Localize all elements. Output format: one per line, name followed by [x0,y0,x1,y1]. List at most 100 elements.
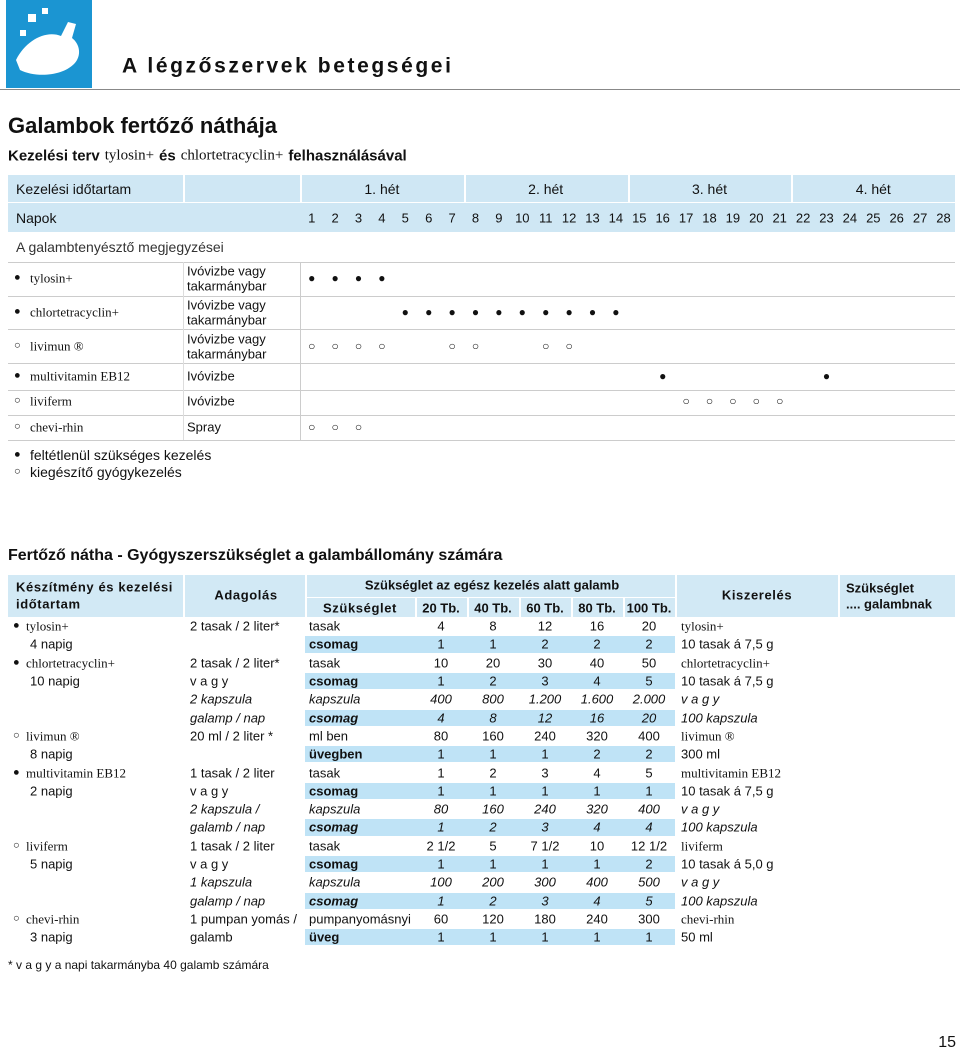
row-line [8,390,955,391]
legend-text: feltétlenül szükséges kezelés [30,447,212,463]
quantity: 400 [430,691,452,707]
quantity: 320 [586,801,608,817]
treatment-mark: ● [448,305,456,319]
day-label: 15 [632,210,647,226]
notes-label: A galambtenyésztő megjegyzései [16,239,224,255]
drug-name: chevi-rhin [30,419,84,435]
treatment-mark: ● [425,305,433,319]
treatment-mark: ● [378,271,386,285]
quantity: 320 [586,728,608,744]
column-separator [623,598,625,617]
treatment-mark: ● [542,305,550,319]
quantity: 1 [437,819,445,835]
page-number: 15 [938,1034,956,1051]
day-label: 1 [308,210,316,226]
quantity: 1 [437,893,445,909]
drug-name: liviferm [30,393,72,409]
bullet: ○ [13,912,20,925]
unit: csomag [309,819,359,835]
week-label: 1. hét [364,181,400,197]
bullet: ○ [13,839,20,852]
quantity: 4 [437,618,445,634]
row-line [8,415,955,416]
quantity: 4 [593,673,601,689]
administration: Ivóvizbe vagy [187,297,266,312]
treatment-mark: ● [612,305,620,319]
unit: csomag [309,636,359,652]
header-rule [0,89,960,90]
column-separator [627,175,630,202]
day-label: 20 [749,210,764,226]
quantity: 2 [541,636,549,652]
quantity: 4 [645,819,653,835]
row-line [8,440,955,441]
quantity: 1 [437,929,445,945]
dosage: v a g y [190,673,229,689]
row-shade [305,636,675,653]
quantity: 1 [437,746,445,762]
drug-name: multivitamin EB12 [30,368,131,384]
quantity: 1 [645,783,653,799]
legend-symbol: ○ [14,465,21,478]
unit: tasak [309,765,341,781]
treatment-mark: ○ [542,339,550,353]
dosage: 1 pumpan yomás / [190,911,297,927]
day-label: 12 [561,210,577,226]
quantity: 10 [589,838,605,854]
drug-name: tylosin+ [26,618,69,634]
package: chlortetracyclin+ [681,655,770,671]
day-label: 17 [678,210,694,226]
quantity: 240 [534,728,556,744]
quantity: 8 [489,710,497,726]
treatment-mark: ● [659,369,667,383]
column-separator [519,598,521,617]
duration: 4 napig [30,636,73,652]
quantity: 500 [638,874,660,890]
bullet: ● [14,271,21,284]
day-label: 4 [378,210,386,226]
day-label: 19 [725,210,741,226]
legend-text: kiegészítő gyógykezelés [30,464,182,480]
day-label: 27 [912,210,928,226]
dosage: v a g y [190,856,229,872]
unit: pumpanyomásnyi [309,911,411,927]
unit: üveg [309,929,340,945]
treatment-mark: ○ [378,339,386,353]
quantity: 5 [489,838,497,854]
quantity: 4 [593,765,601,781]
quantity: 200 [482,874,504,890]
day-label: 28 [936,210,951,226]
package: 10 tasak á 7,5 g [681,636,774,652]
quantity: 12 [537,710,553,726]
dosage: 1 tasak / 2 liter [190,838,275,854]
quantity: 1 [489,636,497,652]
dosage: 2 tasak / 2 liter* [190,618,280,634]
header-cell: Szükséglet [846,580,914,596]
day-label: 21 [772,210,787,226]
header-cell: 40 Tb. [474,600,512,616]
package: 100 kapszula [681,710,758,726]
treatment-mark: ○ [682,394,690,408]
section-title: Galambok fertőző náthája [8,113,277,138]
header-cell: Adagolás [214,587,278,603]
column-separator [300,175,302,202]
unit: tasak [309,618,341,634]
quantity: 5 [645,765,653,781]
quantity: 2 [489,893,497,909]
quantity: 1.200 [528,691,562,707]
package: v a g y [681,691,720,707]
administration: takarmánybar [187,312,267,327]
row-shade [305,672,675,690]
administration: Spray [187,419,221,435]
treatment-mark: ● [331,271,339,285]
dosage: 20 ml / 2 liter * [190,728,274,744]
quantity: 160 [482,801,504,817]
footnote: * v a g y a napi takarmányba 40 galamb s… [8,958,269,972]
quantity: 300 [638,911,660,927]
column-separator [467,598,469,617]
row-line [8,329,955,330]
quantity: 1 [541,746,549,762]
header-cell: Készítmény és kezelési [16,579,174,595]
day-label: 26 [889,210,904,226]
treatment-mark: ○ [471,339,480,353]
